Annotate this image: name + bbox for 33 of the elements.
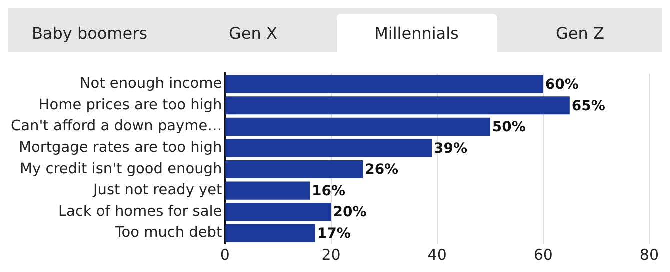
- bar: [226, 75, 544, 94]
- data-label: 65%: [572, 98, 606, 114]
- x-tick-label: 40: [428, 246, 447, 264]
- x-tick-label: 0: [220, 246, 230, 264]
- text: Baby boomers: [30, 22, 149, 44]
- bar: [226, 160, 364, 179]
- text: Gen Z: [555, 22, 606, 44]
- data-label: 20%: [333, 204, 367, 221]
- text: Millennials: [337, 14, 496, 52]
- y-tick-label: Too much debt: [114, 225, 222, 242]
- y-tick-label: My credit isn't good enough: [20, 161, 222, 178]
- data-label: 50%: [492, 120, 526, 136]
- bar: [226, 203, 332, 222]
- y-tick-label: Home prices are too high: [38, 97, 222, 114]
- bar: [226, 139, 432, 158]
- bar: [226, 96, 570, 115]
- data-label: 60%: [545, 76, 579, 93]
- text: Gen X: [228, 22, 278, 44]
- y-tick-label: Lack of homes for sale: [58, 204, 222, 220]
- data-label: 26%: [365, 162, 399, 178]
- x-tick-label: 80: [640, 246, 660, 264]
- x-tick-label: 60: [534, 246, 553, 264]
- y-tick-label: Mortgage rates are too high: [19, 140, 222, 156]
- y-tick-label: Can't afford a down payme…: [10, 118, 222, 135]
- data-label: 16%: [312, 183, 346, 200]
- bar: [226, 224, 316, 242]
- bar: [226, 118, 490, 136]
- bar: [226, 182, 310, 200]
- x-tick-label: 20: [322, 246, 341, 264]
- data-label: 39%: [434, 140, 468, 157]
- y-tick-label: Just not ready yet: [92, 182, 223, 199]
- data-label: 17%: [317, 226, 351, 242]
- y-tick-label: Not enough income: [80, 76, 222, 92]
